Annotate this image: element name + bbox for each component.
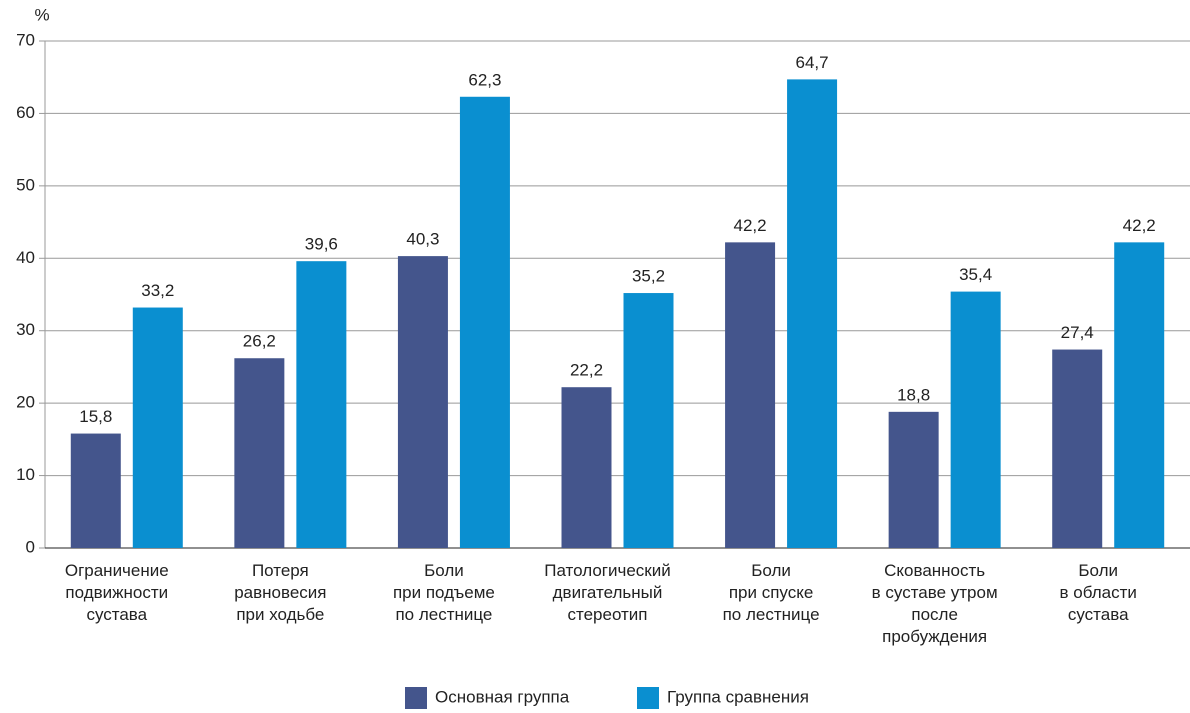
bar (459, 96, 510, 549)
value-label: 40,3 (406, 230, 439, 249)
bar (296, 261, 347, 548)
x-tick-label: Ограничение подвижности сустава (65, 561, 169, 624)
x-tick-label: Патологический двигательный стереотип (544, 561, 670, 624)
y-tick-label: 30 (16, 320, 35, 339)
bar (1114, 242, 1165, 548)
x-tick-label: Боли при спуске по лестнице (723, 561, 820, 624)
y-tick-label: 40 (16, 248, 35, 267)
bar (787, 79, 838, 548)
x-tick-label: Боли в области сустава (1060, 561, 1137, 624)
legend-label: Группа сравнения (667, 687, 809, 706)
bar (888, 411, 939, 548)
bar (725, 242, 776, 548)
value-label: 39,6 (305, 235, 338, 254)
legend-swatch (405, 687, 427, 709)
value-label: 22,2 (570, 361, 603, 380)
x-tick-label: Потеря равновесия при ходьбе (234, 561, 326, 624)
legend-swatch (637, 687, 659, 709)
value-label: 33,2 (141, 281, 174, 300)
bar (397, 256, 448, 548)
y-tick-label: 0 (26, 537, 35, 556)
bar (234, 358, 285, 548)
y-tick-label: 50 (16, 175, 35, 194)
value-label: 15,8 (79, 407, 112, 426)
y-tick-label: 70 (16, 30, 35, 49)
bar (623, 293, 674, 548)
bar (70, 433, 121, 548)
y-tick-label: 10 (16, 465, 35, 484)
y-tick-label: 60 (16, 103, 35, 122)
value-label: 35,4 (959, 265, 992, 284)
value-label: 42,2 (734, 216, 767, 235)
y-tick-label: 20 (16, 393, 35, 412)
x-tick-label: Скованность в суставе утром после пробужден… (872, 561, 998, 646)
legend-label: Основная группа (435, 687, 570, 706)
value-label: 27,4 (1061, 323, 1094, 342)
value-label: 62,3 (468, 70, 501, 89)
bar (561, 387, 612, 548)
bar (1052, 349, 1103, 548)
x-tick-label: Боли при подъеме по лестнице (393, 561, 495, 624)
value-label: 64,7 (796, 53, 829, 72)
bar (132, 307, 183, 548)
value-label: 26,2 (243, 332, 276, 351)
value-label: 35,2 (632, 267, 665, 286)
value-label: 18,8 (897, 385, 930, 404)
value-label: 42,2 (1123, 216, 1156, 235)
y-axis-label: % (34, 5, 49, 24)
bar (950, 291, 1001, 548)
